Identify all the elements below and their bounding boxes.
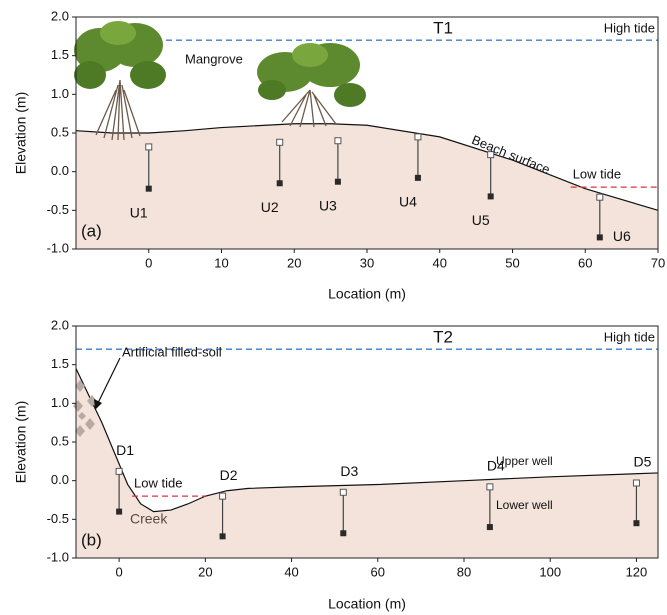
x-tick-label: 20 [198,564,212,579]
well-label: U6 [613,228,631,244]
well-label: D1 [116,442,134,458]
tide-label: High tide [604,330,655,345]
y-tick-label: 0.5 [51,433,69,448]
annotation: Creek [130,511,168,527]
arrow [94,358,120,410]
lower-well [146,186,152,192]
annotation: Upper well [496,454,553,468]
y-axis-label: Elevation (m) [13,401,29,483]
surface-area [76,369,658,558]
y-tick-label: -1.0 [47,549,69,564]
tide-label: Low tide [134,476,182,491]
y-axis-label: Elevation (m) [13,92,29,174]
well-label: D2 [220,467,238,483]
x-tick-label: 60 [371,564,385,579]
x-tick-label: 20 [287,255,301,270]
x-tick-label: 0 [145,255,152,270]
x-axis-label: Location (m) [328,596,406,612]
x-tick-label: 60 [578,255,592,270]
lower-well [487,524,493,530]
upper-well [116,468,122,474]
well-label: D3 [340,463,358,479]
lower-well [415,175,421,181]
x-tick-label: 0 [115,564,122,579]
x-axis-label: Location (m) [328,286,406,302]
well-label: U1 [130,204,148,220]
lower-well [488,193,494,199]
panel-title: T2 [433,327,453,346]
well-label: U3 [319,197,337,213]
y-tick-label: -1.0 [47,240,69,255]
y-tick-label: 1.5 [51,356,69,371]
y-tick-label: 1.0 [51,395,69,410]
annotation: Mangrove [185,51,243,66]
figure: High tide Low tide U1 U2 U3 U4 U5 U6 0 10 20 30 40 50… [0,0,667,615]
well-label: U5 [472,212,490,228]
lower-well [116,509,122,515]
y-tick-label: 2.0 [51,8,69,23]
upper-well [277,139,283,145]
panel-label: (a) [81,221,102,240]
y-tick-label: 1.0 [51,86,69,101]
y-tick-label: -0.5 [47,202,69,217]
lower-well [633,520,639,526]
tide-label: High tide [604,21,655,36]
y-tick-label: 0.5 [51,124,69,139]
y-tick-label: 0.0 [51,472,69,487]
panel-label: (b) [81,530,102,549]
mangrove-tree [74,21,166,140]
lower-well [335,179,341,185]
well-label: D5 [633,454,651,470]
x-tick-label: 80 [457,564,471,579]
well-label: U4 [399,194,417,210]
upper-well [335,138,341,144]
x-tick-label: 10 [214,255,228,270]
lower-well [220,533,226,539]
tide-label: Low tide [573,167,621,182]
upper-well [415,134,421,140]
annotation: Artificial filled-soil [122,344,222,359]
lower-well [277,180,283,186]
lower-well [340,530,346,536]
y-tick-label: -0.5 [47,511,69,526]
well-label: U2 [261,199,279,215]
x-tick-label: 120 [626,564,648,579]
upper-well [340,489,346,495]
x-tick-label: 40 [284,564,298,579]
surface-area [76,124,658,249]
mangrove-tree [257,43,366,127]
upper-well [146,144,152,150]
x-tick-label: 50 [505,255,519,270]
x-tick-label: 40 [433,255,447,270]
panel-title: T1 [433,18,453,37]
y-tick-label: 0.0 [51,163,69,178]
annotation: Lower well [496,498,553,512]
upper-well [633,480,639,486]
x-tick-label: 70 [651,255,665,270]
x-tick-label: 30 [360,255,374,270]
lower-well [597,234,603,240]
upper-well [597,194,603,200]
upper-well [487,484,493,490]
x-tick-label: 100 [539,564,561,579]
upper-well [220,493,226,499]
y-tick-label: 2.0 [51,317,69,332]
y-tick-label: 1.5 [51,47,69,62]
